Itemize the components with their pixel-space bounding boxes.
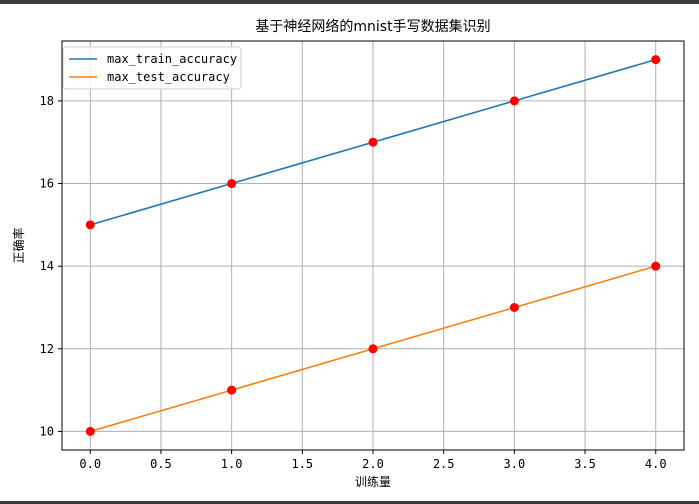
window-top-border: [0, 0, 699, 4]
x-tick-label: 0.5: [150, 457, 172, 471]
window-bottom-border: [0, 501, 699, 504]
y-tick-label: 16: [40, 177, 54, 191]
data-point-marker: [368, 344, 378, 354]
y-tick-label: 18: [40, 94, 54, 108]
x-tick-label: 3.5: [574, 457, 596, 471]
y-axis-label: 正确率: [11, 227, 26, 263]
legend-box: [62, 46, 242, 90]
axis-ticks: 0.0 0.5 1.0 1.5 2.0 2.5 3.0 3.5 4.0 10 12 14 16 18: [40, 94, 667, 471]
x-tick-label: 2.5: [433, 457, 455, 471]
data-point-marker: [85, 220, 95, 230]
legend-label: max_train_accuracy: [107, 52, 237, 66]
x-tick-label: 1.5: [291, 457, 313, 471]
y-tick-label: 14: [40, 259, 54, 273]
data-point-marker: [227, 179, 237, 189]
x-tick-label: 0.0: [79, 457, 101, 471]
chart-title: 基于神经网络的mnist手写数据集识别: [255, 18, 490, 35]
x-tick-label: 3.0: [504, 457, 526, 471]
data-markers: [85, 55, 661, 436]
legend-label: max_test_accuracy: [107, 70, 230, 84]
data-point-marker: [85, 426, 95, 436]
data-point-marker: [368, 137, 378, 147]
data-point-marker: [509, 96, 519, 106]
y-tick-label: 12: [40, 342, 54, 356]
x-tick-label: 1.0: [221, 457, 243, 471]
y-tick-label: 10: [40, 424, 54, 438]
data-point-marker: [651, 55, 661, 65]
x-axis-label: 训练量: [355, 474, 391, 489]
x-tick-label: 4.0: [645, 457, 667, 471]
data-point-marker: [227, 385, 237, 395]
legend: max_train_accuracy max_test_accuracy: [62, 46, 242, 90]
data-point-marker: [509, 302, 519, 312]
data-point-marker: [651, 261, 661, 271]
grid: [62, 41, 684, 450]
x-tick-label: 2.0: [362, 457, 384, 471]
